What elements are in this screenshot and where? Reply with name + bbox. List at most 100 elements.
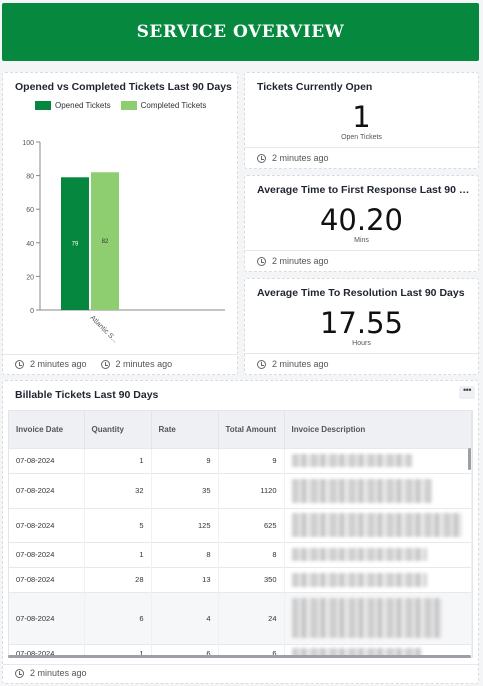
card-divider bbox=[245, 353, 478, 354]
cell-total: 24 bbox=[218, 591, 285, 644]
cell-description bbox=[284, 566, 472, 592]
kpi-unit: Open Tickets bbox=[341, 134, 382, 141]
y-tick-label: 0 bbox=[30, 308, 34, 315]
cell-description bbox=[284, 643, 472, 657]
cell-quantity: 1 bbox=[84, 447, 152, 473]
cell-quantity: 5 bbox=[84, 507, 152, 542]
kpi-title: Tickets Currently Open bbox=[257, 81, 373, 93]
kpi-value: 40.20 bbox=[319, 203, 404, 237]
cell-quantity: 6 bbox=[84, 591, 152, 644]
table-row[interactable]: 07-08-2024 5 125 625 bbox=[9, 507, 472, 542]
card-divider bbox=[3, 664, 478, 665]
updated-time: 2 minutes ago bbox=[272, 153, 329, 163]
redacted-text bbox=[291, 548, 427, 561]
updated-time: 2 minutes ago bbox=[115, 359, 173, 369]
cell-date: 07-08-2024 bbox=[9, 507, 85, 542]
table-horizontal-scrollbar[interactable] bbox=[8, 655, 471, 658]
kpi-card-first-response: Average Time to First Response Last 90 D… bbox=[244, 175, 479, 272]
column-header[interactable]: Invoice Date bbox=[9, 411, 85, 448]
bar bbox=[91, 172, 119, 310]
chart-card-title: Opened vs Completed Tickets Last 90 Days bbox=[15, 81, 232, 93]
redacted-text bbox=[291, 572, 427, 587]
legend-item-opened[interactable]: Opened Tickets bbox=[35, 101, 111, 110]
y-tick-label: 80 bbox=[26, 174, 34, 181]
cell-quantity: 1 bbox=[84, 643, 152, 657]
kpi-card-resolution-time: Average Time To Resolution Last 90 Days … bbox=[244, 278, 479, 375]
table-row[interactable]: 07-08-2024 1 6 6 bbox=[9, 643, 472, 657]
cell-rate: 125 bbox=[151, 507, 219, 542]
updated-time: 2 minutes ago bbox=[272, 256, 329, 266]
chart-card-footer: 2 minutes ago 2 minutes ago bbox=[15, 359, 172, 369]
cell-date: 07-08-2024 bbox=[9, 541, 85, 567]
bar-data-label: 82 bbox=[102, 239, 109, 245]
dashboard-banner: SERVICE OVERVIEW bbox=[2, 3, 479, 61]
clock-icon bbox=[15, 359, 24, 369]
redacted-text bbox=[291, 598, 442, 638]
legend-item-completed[interactable]: Completed Tickets bbox=[120, 101, 207, 110]
redacted-text bbox=[291, 648, 422, 657]
kpi-title: Average Time to First Response Last 90 D… bbox=[257, 184, 471, 196]
redacted-text bbox=[291, 478, 432, 503]
cell-rate: 4 bbox=[151, 591, 219, 644]
billable-table[interactable]: Invoice Date Quantity Rate Total Amount … bbox=[8, 410, 473, 658]
clock-icon bbox=[100, 359, 110, 369]
column-header[interactable]: Rate bbox=[151, 411, 219, 448]
chart-legend[interactable]: Opened Tickets Completed Tickets bbox=[35, 101, 206, 110]
table-row[interactable]: 07-08-2024 28 13 350 bbox=[9, 566, 472, 592]
cell-quantity: 28 bbox=[84, 566, 152, 592]
cell-total: 350 bbox=[218, 566, 285, 592]
table-row[interactable]: 07-08-2024 6 4 24 bbox=[9, 591, 472, 644]
table-header-row: Invoice Date Quantity Rate Total Amount … bbox=[9, 411, 472, 448]
cell-rate: 35 bbox=[151, 472, 219, 508]
redacted-text bbox=[291, 513, 462, 537]
kpi-title: Average Time To Resolution Last 90 Days bbox=[257, 287, 465, 299]
kpi-footer: 2 minutes ago bbox=[257, 256, 329, 266]
table-row[interactable]: 07-08-2024 1 8 8 bbox=[9, 541, 472, 567]
legend-swatch bbox=[35, 101, 51, 110]
cell-date: 07-08-2024 bbox=[9, 591, 85, 644]
table-vertical-scrollbar[interactable] bbox=[468, 448, 471, 470]
table-row[interactable]: 07-08-2024 32 35 1120 bbox=[9, 472, 472, 508]
y-tick-label: 60 bbox=[26, 207, 34, 214]
column-header[interactable]: Invoice Description bbox=[284, 411, 472, 448]
cell-rate: 8 bbox=[151, 541, 219, 567]
clock-icon bbox=[257, 256, 266, 266]
redacted-text bbox=[291, 454, 412, 467]
cell-total: 6 bbox=[218, 643, 285, 657]
legend-label: Completed Tickets bbox=[140, 101, 207, 110]
cell-rate: 6 bbox=[151, 643, 219, 657]
card-divider bbox=[245, 147, 478, 148]
cell-description bbox=[284, 472, 472, 508]
cell-date: 07-08-2024 bbox=[9, 472, 85, 508]
cell-description bbox=[284, 507, 472, 542]
cell-date: 07-08-2024 bbox=[9, 643, 85, 657]
bar-chart: 0 20 40 60 80 100 79 82 Atlantic S... bbox=[22, 140, 225, 344]
cell-date: 07-08-2024 bbox=[9, 447, 85, 473]
kpi-unit: Mins bbox=[354, 237, 369, 244]
table-row[interactable]: 07-08-2024 1 9 9 bbox=[9, 447, 472, 473]
kpi-value: 1 bbox=[352, 100, 371, 134]
cell-total: 8 bbox=[218, 541, 285, 567]
kpi-card-open-tickets: Tickets Currently Open 1 Open Tickets 2 … bbox=[244, 72, 479, 169]
billable-title: Billable Tickets Last 90 Days bbox=[15, 389, 159, 401]
cell-rate: 9 bbox=[151, 447, 219, 473]
cell-description bbox=[284, 447, 472, 473]
y-tick-label: 40 bbox=[26, 241, 34, 248]
card-divider bbox=[245, 250, 478, 251]
y-tick-label: 100 bbox=[22, 140, 34, 147]
updated-time: 2 minutes ago bbox=[272, 359, 329, 369]
legend-swatch bbox=[120, 101, 137, 110]
cell-total: 625 bbox=[218, 507, 285, 542]
bar-data-label: 79 bbox=[72, 242, 79, 248]
cell-quantity: 1 bbox=[84, 541, 152, 567]
column-header[interactable]: Total Amount bbox=[218, 411, 285, 448]
clock-icon bbox=[257, 359, 266, 369]
clock-icon bbox=[15, 668, 24, 678]
more-horizontal-icon[interactable]: ••• bbox=[459, 386, 475, 399]
x-tick-label: Atlantic S... bbox=[89, 314, 119, 344]
cell-description bbox=[284, 591, 472, 644]
bar bbox=[61, 177, 89, 310]
legend-label: Opened Tickets bbox=[55, 101, 111, 110]
updated-time: 2 minutes ago bbox=[30, 359, 87, 369]
column-header[interactable]: Quantity bbox=[84, 411, 152, 448]
